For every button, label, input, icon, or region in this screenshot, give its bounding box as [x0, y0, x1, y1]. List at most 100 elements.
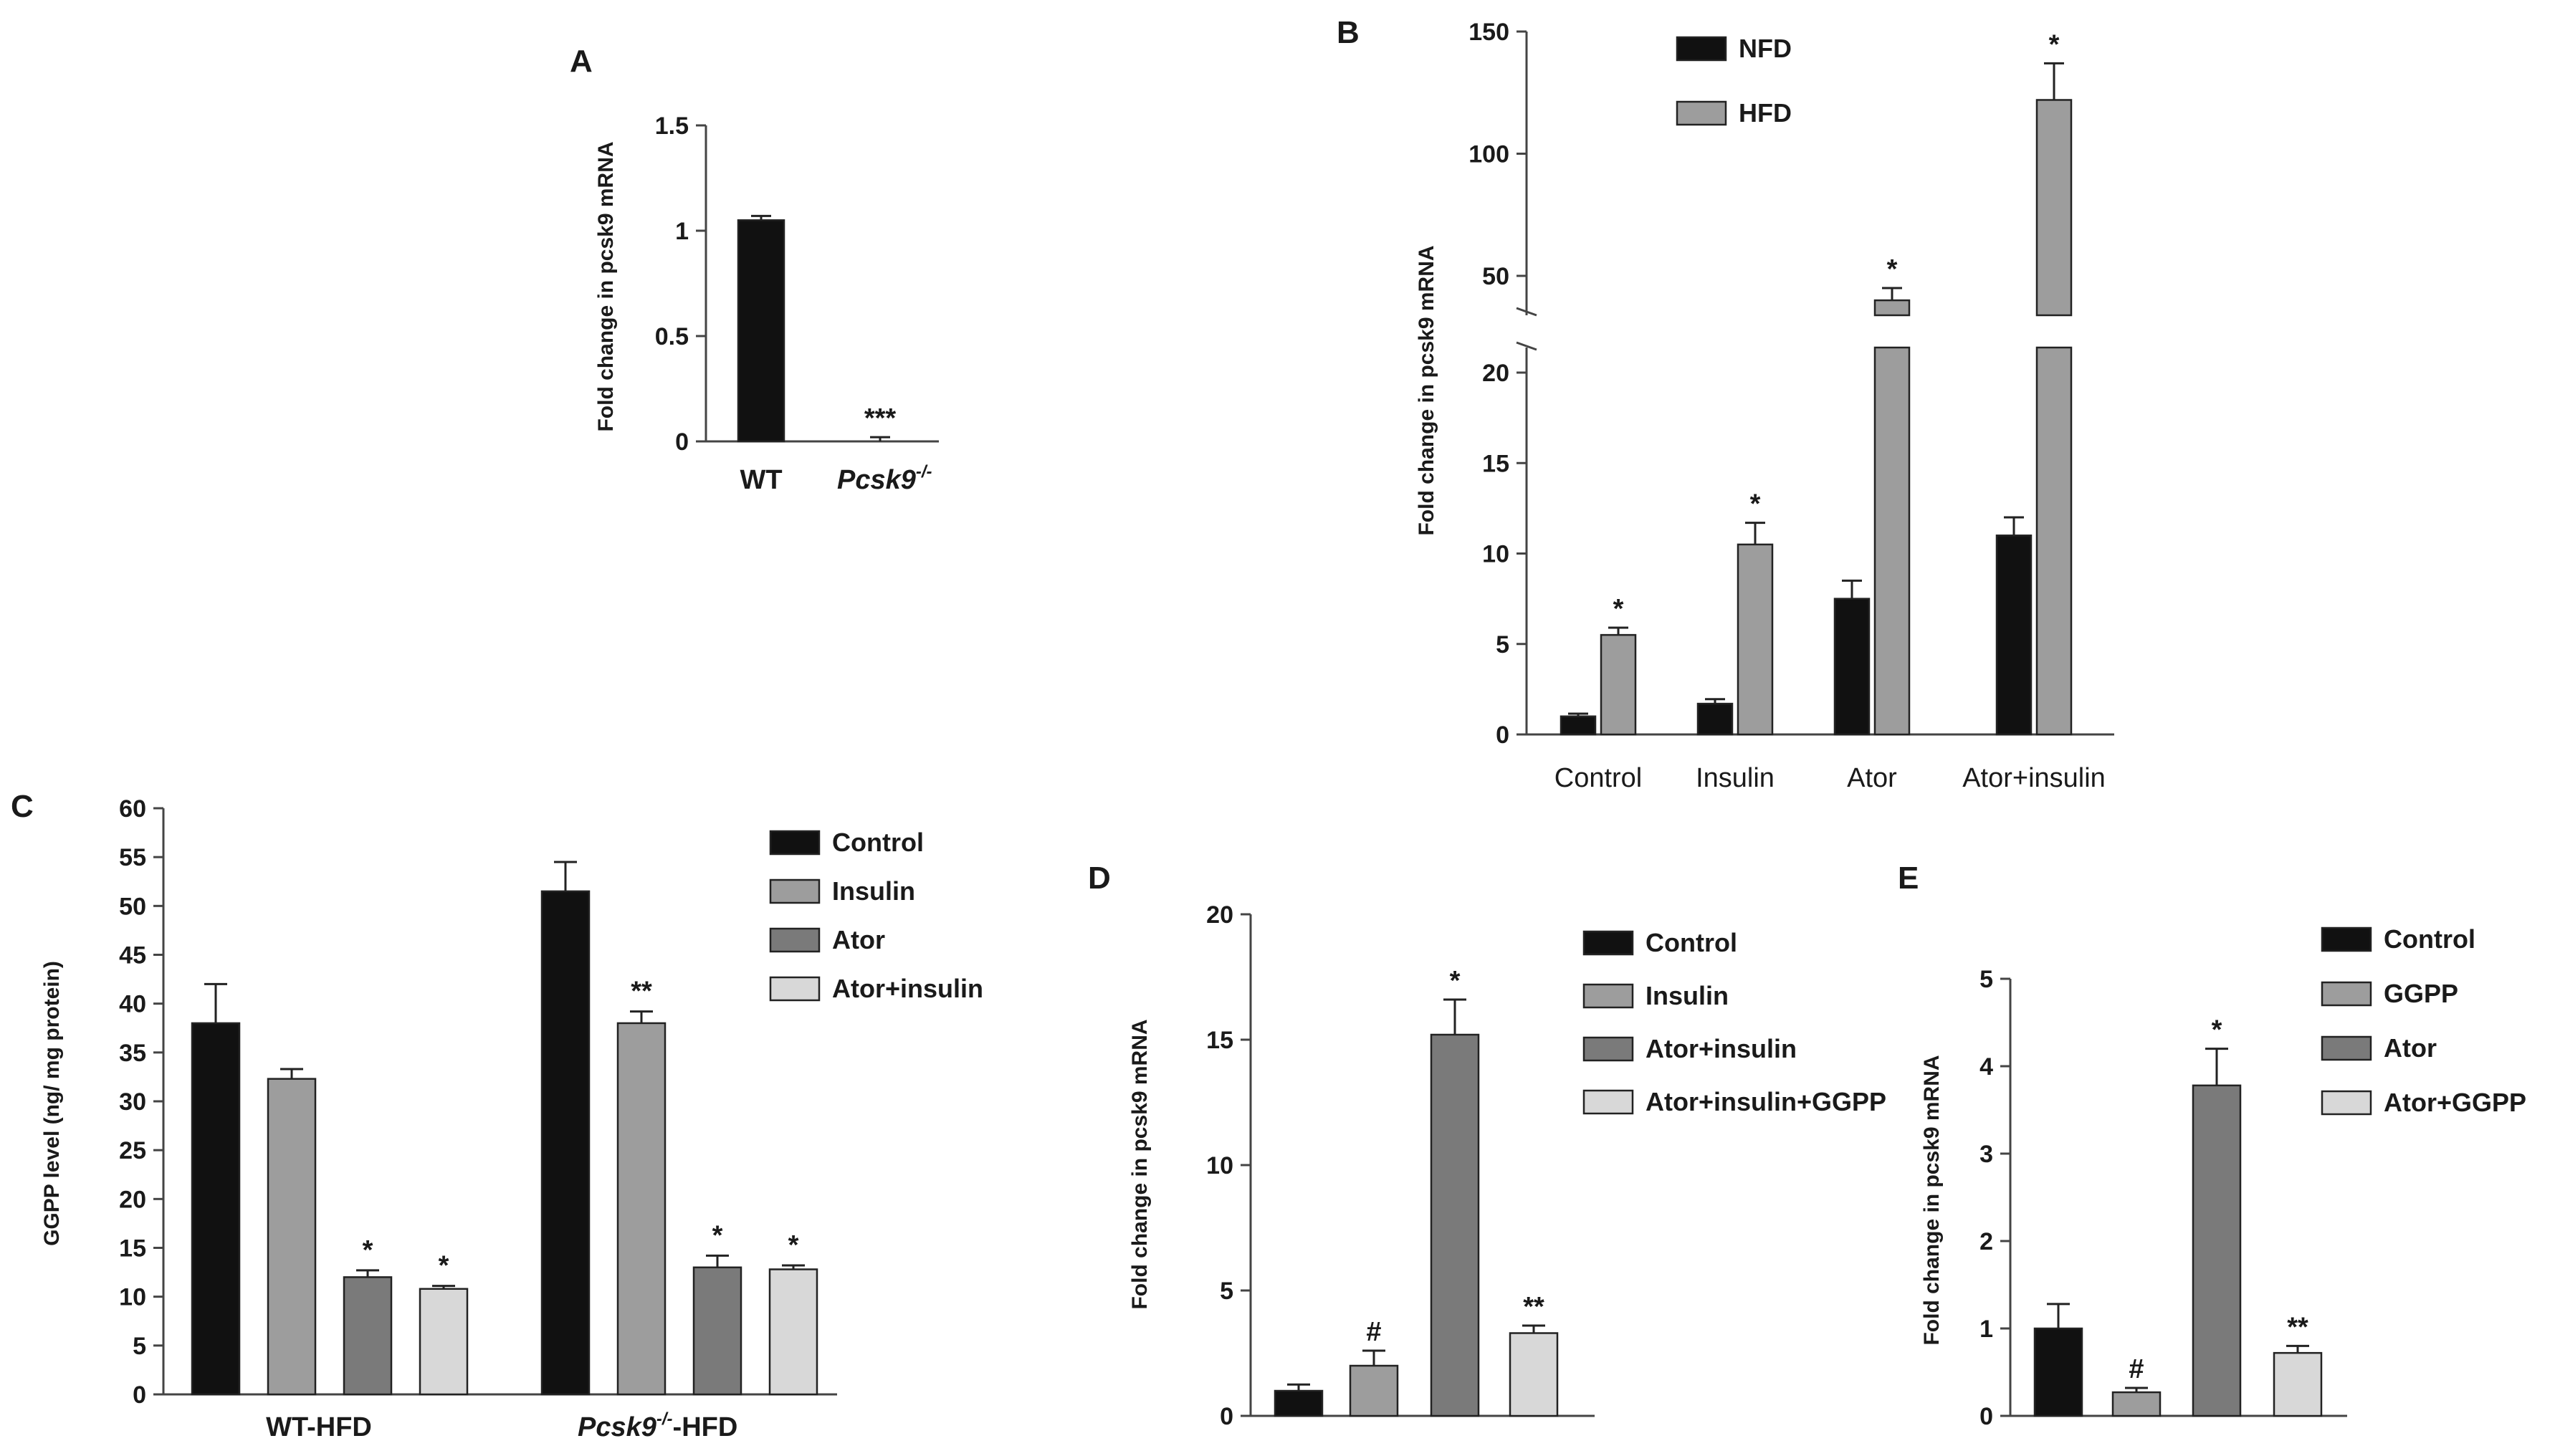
- significance-hfd-ator: *: [1887, 254, 1898, 284]
- significance-hfd-ator-insulin: *: [2049, 29, 2060, 59]
- y-tick-label-5: 5: [133, 1333, 146, 1360]
- axis-break-mark-upper: [1516, 307, 1537, 317]
- significance-insulin-pcsk9-ko: **: [631, 977, 652, 1007]
- bar-control-pcsk9-ko: [540, 890, 591, 1396]
- error-bar-ggpp: [2125, 1386, 2148, 1393]
- y-tick-label-55: 55: [119, 844, 146, 871]
- bar-ator-insulin: [1430, 1033, 1480, 1417]
- legend-label-control: Control: [832, 828, 924, 857]
- panel-letter-a: A: [570, 44, 593, 79]
- panel-letter-e: E: [1898, 861, 1919, 896]
- legend-swatch-ator-ggpp: [2321, 1090, 2372, 1116]
- error-bar-control: [1287, 1383, 1310, 1391]
- bar-hfd-ator-insulin-lower: [2035, 346, 2073, 736]
- bar-ggpp: [2111, 1391, 2162, 1417]
- x-label-pcsk9-superscript: -/-: [916, 462, 932, 482]
- error-bar-hfd-ator-insulin: [2044, 62, 2064, 100]
- y-tick-label-0: 0: [133, 1381, 146, 1409]
- error-bar-ator: [2205, 1048, 2228, 1086]
- significance-ggpp: #: [2129, 1354, 2144, 1384]
- bar-insulin: [1349, 1364, 1399, 1417]
- y-tick-label-0: 0: [675, 428, 689, 456]
- significance-ator-insulin-ggpp: **: [1523, 1292, 1544, 1322]
- bar-ator-pcsk9-ko: [692, 1266, 742, 1396]
- bar-hfd-ator-insulin-upper: [2035, 99, 2073, 317]
- y-tick-label-2: 2: [1979, 1228, 1993, 1255]
- error-bar-nfd-ator: [1842, 579, 1862, 599]
- y-tick-label-1: 1: [675, 218, 689, 245]
- significance-ator-insulin-wt: *: [439, 1251, 449, 1281]
- y-tick-label-50: 50: [1482, 263, 1509, 290]
- y-tick-label-4: 4: [1979, 1053, 1993, 1081]
- error-bar-control-wt: [204, 982, 227, 1023]
- legend-swatch-ator-insulin-ggpp: [1582, 1089, 1634, 1115]
- y-tick-label-35: 35: [119, 1040, 146, 1067]
- y-tick-label-1.5: 1.5: [655, 112, 689, 140]
- legend-label-ator: Ator: [2384, 1033, 2437, 1063]
- bar-nfd-ator: [1833, 598, 1871, 736]
- y-tick-label-5: 5: [1496, 631, 1509, 658]
- legend-swatch-hfd: [1676, 100, 1727, 126]
- legend-label-ator-insulin: Ator+insulin: [832, 974, 983, 1003]
- y-tick-label-0.5: 0.5: [655, 323, 689, 350]
- bar-ator-insulin-wt: [419, 1288, 469, 1396]
- significance-hfd-control: *: [1613, 594, 1624, 624]
- y-tick-label-0: 0: [1220, 1403, 1233, 1430]
- bar-wt: [737, 219, 785, 443]
- y-tick-label-10: 10: [1206, 1152, 1233, 1179]
- x-label-hfd-suffix: -HFD: [673, 1412, 738, 1442]
- bar-nfd-control: [1560, 715, 1597, 736]
- y-tick-label-20: 20: [1482, 360, 1509, 387]
- legend-swatch-ator: [769, 927, 821, 953]
- x-label-wt: WT: [740, 465, 782, 495]
- error-bar-ator-pcsk9-ko: [706, 1254, 729, 1268]
- y-tick-label-0: 0: [1979, 1403, 1993, 1430]
- error-bar-ator-insulin: [1443, 998, 1466, 1035]
- legend-label-ator-insulin-ggpp: Ator+insulin+GGPP: [1646, 1087, 1886, 1116]
- legend-swatch-insulin: [769, 878, 821, 904]
- x-label-ator: Ator: [1847, 763, 1897, 793]
- y-tick-label-100: 100: [1468, 141, 1509, 168]
- y-tick-label-20: 20: [1206, 901, 1233, 929]
- bar-nfd-insulin: [1696, 702, 1734, 736]
- error-bar-nfd-ator-insulin: [2004, 516, 2024, 536]
- error-bar-nfd-insulin: [1705, 698, 1725, 704]
- significance-ator-insulin-pcsk9-ko: *: [788, 1230, 799, 1260]
- x-label-ator-insulin: Ator+insulin: [1962, 763, 2106, 793]
- bar-nfd-ator-insulin: [1995, 535, 2033, 736]
- error-bar-control: [2047, 1303, 2070, 1328]
- error-bar-ator-insulin-pcsk9-ko: [782, 1264, 805, 1270]
- legend-label-ator-insulin: Ator+insulin: [1646, 1034, 1797, 1063]
- legend-swatch-control: [1582, 930, 1634, 956]
- y-tick-label-15: 15: [1482, 450, 1509, 477]
- panel-a: A 0 0.5 1 1.5 Fold change in pcsk9 mRNA *** WT P…: [570, 44, 939, 495]
- y-tick-label-25: 25: [119, 1137, 146, 1164]
- x-label-pcsk9-superscript: -/-: [656, 1409, 673, 1429]
- bar-hfd-control: [1600, 633, 1637, 736]
- error-bar-ator-insulin-ggpp: [1522, 1324, 1545, 1333]
- error-bar-hfd-insulin: [1745, 522, 1765, 545]
- axis-break-mark-lower: [1516, 341, 1537, 351]
- y-tick-label-50: 50: [119, 893, 146, 920]
- bar-hfd-ator-lower: [1873, 346, 1911, 736]
- bar-hfd-insulin: [1737, 543, 1774, 736]
- legend-swatch-ggpp: [2321, 981, 2372, 1007]
- x-label-wt-hfd: WT-HFD: [266, 1412, 372, 1442]
- panel-letter-b: B: [1337, 15, 1360, 50]
- significance-insulin: #: [1366, 1317, 1381, 1347]
- error-bar-insulin-wt: [280, 1068, 303, 1079]
- bar-ator-wt: [343, 1276, 393, 1396]
- significance-ator-wt: *: [363, 1235, 373, 1265]
- y-axis-title: GGPP level (ng/ mg protein): [40, 961, 64, 1246]
- legend-swatch-control: [769, 830, 821, 856]
- y-tick-label-45: 45: [119, 942, 146, 969]
- legend-label-hfd: HFD: [1739, 98, 1792, 128]
- error-bar-hfd-ator: [1882, 287, 1902, 301]
- error-bar-wt: [751, 214, 771, 221]
- legend-swatch-ator-insulin: [1582, 1036, 1634, 1062]
- y-tick-label-5: 5: [1220, 1278, 1233, 1305]
- bar-ator-ggpp: [2273, 1351, 2323, 1417]
- legend-label-ator: Ator: [832, 925, 885, 954]
- y-tick-label-40: 40: [119, 991, 146, 1018]
- error-bar-insulin-pcsk9-ko: [630, 1010, 653, 1023]
